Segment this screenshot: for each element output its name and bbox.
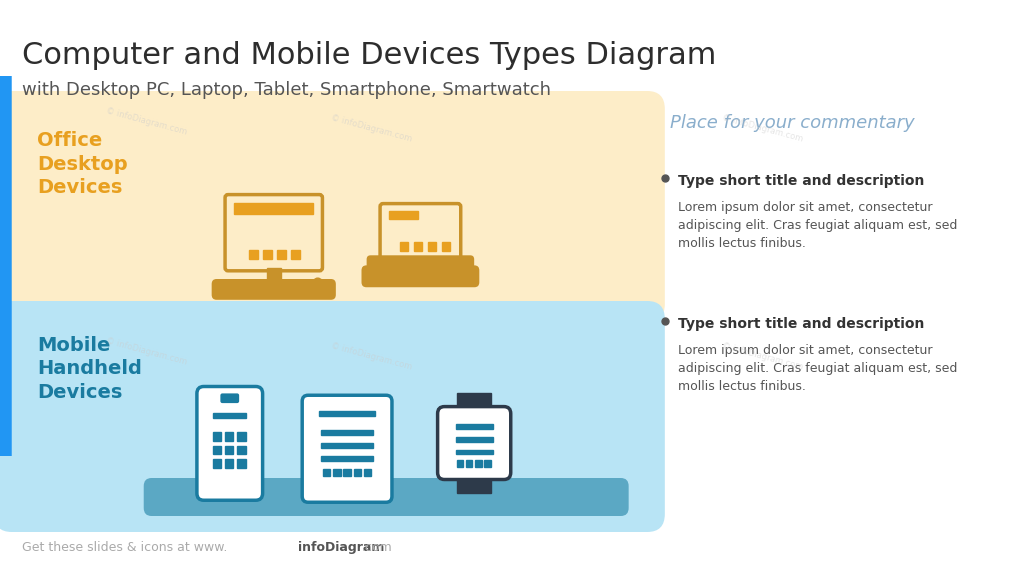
Text: Lorem ipsum dolor sit amet, consectetur
adipiscing elit. Cras feugiat aliquam es: Lorem ipsum dolor sit amet, consectetur …	[678, 344, 956, 393]
Text: .com: .com	[361, 541, 392, 554]
Bar	[249, 250, 258, 259]
Bar	[225, 459, 233, 468]
Text: © infoDiagram.com: © infoDiagram.com	[330, 341, 413, 371]
Bar	[456, 437, 493, 442]
Text: Type short title and description: Type short title and description	[678, 317, 924, 331]
FancyBboxPatch shape	[0, 301, 665, 532]
FancyBboxPatch shape	[225, 195, 323, 271]
Text: with Desktop PC, Laptop, Tablet, Smartphone, Smartwatch: with Desktop PC, Laptop, Tablet, Smartph…	[22, 81, 551, 99]
Bar	[456, 450, 493, 454]
Bar	[333, 469, 341, 476]
Bar	[458, 472, 490, 494]
Bar	[399, 242, 408, 251]
Text: Lorem ipsum dolor sit amet, consectetur
adipiscing elit. Cras feugiat aliquam es: Lorem ipsum dolor sit amet, consectetur …	[678, 201, 956, 250]
Bar	[225, 446, 233, 454]
Text: Place for your commentary: Place for your commentary	[670, 114, 914, 132]
Bar	[475, 460, 481, 467]
Bar	[213, 446, 221, 454]
Bar	[322, 430, 373, 434]
FancyBboxPatch shape	[212, 279, 336, 300]
Bar	[457, 460, 463, 467]
Bar	[225, 433, 233, 441]
Bar	[466, 460, 472, 467]
Bar	[456, 424, 493, 429]
Text: Mobile
Handheld
Devices: Mobile Handheld Devices	[37, 336, 142, 402]
Bar	[414, 242, 422, 251]
FancyBboxPatch shape	[0, 76, 11, 456]
FancyBboxPatch shape	[180, 487, 280, 510]
Bar	[238, 433, 246, 441]
Bar	[389, 211, 418, 218]
Bar	[248, 279, 300, 286]
Bar	[278, 250, 286, 259]
Bar	[213, 414, 247, 418]
Bar	[213, 459, 221, 468]
Bar	[234, 203, 313, 214]
FancyBboxPatch shape	[197, 386, 262, 500]
Text: © infoDiagram.com: © infoDiagram.com	[721, 341, 804, 371]
Text: © infoDiagram.com: © infoDiagram.com	[721, 113, 804, 143]
Bar	[458, 393, 490, 414]
Bar	[292, 250, 300, 259]
FancyBboxPatch shape	[143, 478, 629, 516]
Bar	[319, 411, 375, 415]
Bar	[343, 469, 351, 476]
Bar	[364, 469, 372, 476]
FancyBboxPatch shape	[367, 255, 474, 275]
FancyBboxPatch shape	[380, 203, 461, 262]
FancyBboxPatch shape	[361, 266, 479, 287]
FancyBboxPatch shape	[437, 407, 511, 479]
Bar	[322, 456, 373, 461]
Text: © infoDiagram.com: © infoDiagram.com	[105, 106, 188, 136]
Bar	[484, 460, 490, 467]
Bar	[238, 446, 246, 454]
Bar	[322, 443, 373, 448]
FancyBboxPatch shape	[0, 91, 665, 322]
Text: © infoDiagram.com: © infoDiagram.com	[105, 336, 188, 366]
Text: © infoDiagram.com: © infoDiagram.com	[330, 113, 413, 143]
Bar	[238, 459, 246, 468]
Bar	[353, 469, 361, 476]
Text: Get these slides & icons at www.: Get these slides & icons at www.	[22, 541, 227, 554]
Bar	[266, 268, 281, 279]
Bar	[428, 242, 436, 251]
FancyBboxPatch shape	[302, 395, 392, 502]
Text: infoDiagram: infoDiagram	[298, 541, 385, 554]
Ellipse shape	[311, 278, 324, 295]
Bar	[213, 433, 221, 441]
Text: Office
Desktop
Devices: Office Desktop Devices	[37, 131, 128, 197]
Text: Type short title and description: Type short title and description	[678, 174, 924, 188]
FancyBboxPatch shape	[220, 393, 240, 403]
Text: Computer and Mobile Devices Types Diagram: Computer and Mobile Devices Types Diagra…	[22, 41, 716, 70]
Bar	[323, 469, 331, 476]
Bar	[442, 242, 451, 251]
Bar	[263, 250, 272, 259]
